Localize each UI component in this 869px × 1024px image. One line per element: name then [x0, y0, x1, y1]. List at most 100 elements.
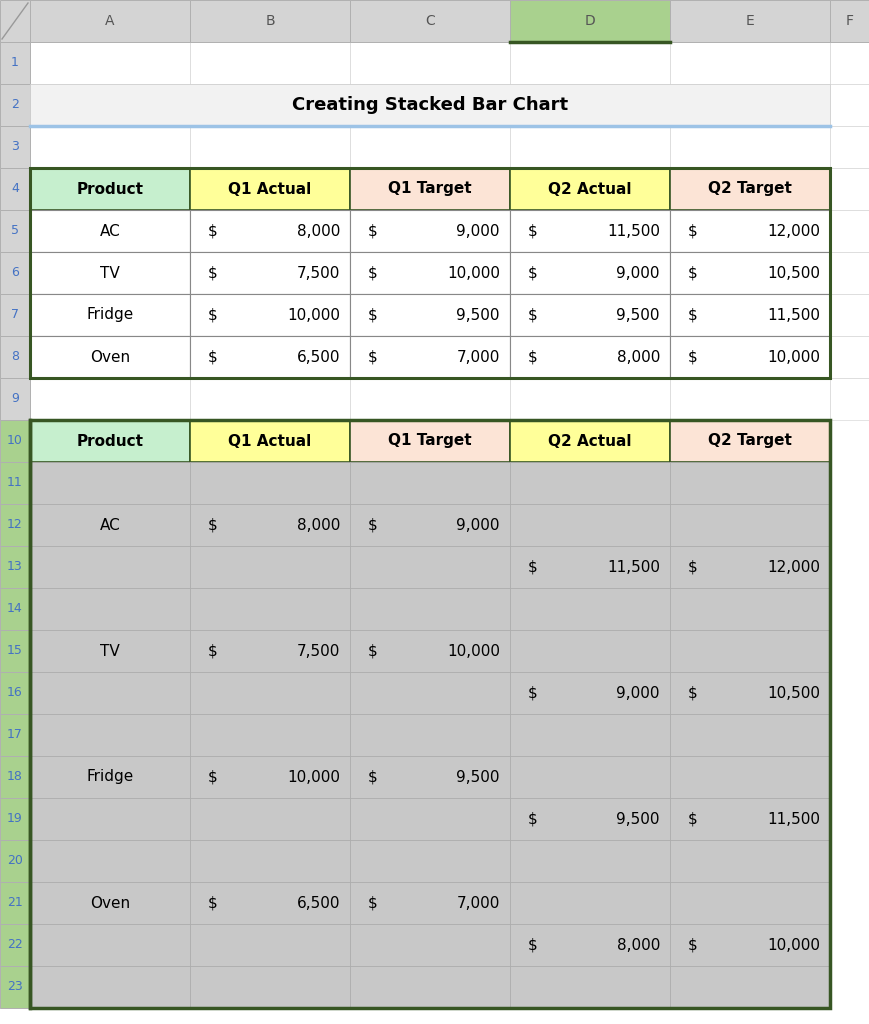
Text: 8,000: 8,000 — [296, 223, 340, 239]
Text: 10,000: 10,000 — [447, 265, 500, 281]
Bar — [0, 168, 30, 210]
Text: Q1 Target: Q1 Target — [388, 181, 471, 197]
Bar — [349, 588, 509, 630]
Text: 12,000: 12,000 — [766, 559, 819, 574]
Bar — [30, 840, 189, 882]
Bar — [669, 252, 829, 294]
Text: Fridge: Fridge — [86, 307, 134, 323]
Bar — [30, 336, 189, 378]
Text: 11,500: 11,500 — [766, 811, 819, 826]
Bar — [0, 294, 30, 336]
Bar — [0, 588, 30, 630]
Bar — [189, 252, 349, 294]
Bar — [30, 672, 189, 714]
Bar — [669, 210, 829, 252]
Text: 7,500: 7,500 — [296, 265, 340, 281]
Text: 9,500: 9,500 — [456, 769, 500, 784]
Bar — [0, 924, 30, 966]
Bar — [669, 756, 829, 798]
Bar — [0, 882, 30, 924]
Bar — [509, 882, 669, 924]
Text: 22: 22 — [7, 939, 23, 951]
Bar — [669, 294, 829, 336]
Bar — [509, 252, 669, 294]
Bar — [349, 882, 509, 924]
Bar — [669, 714, 829, 756]
Text: Q2 Target: Q2 Target — [707, 181, 791, 197]
Bar — [189, 924, 349, 966]
Bar — [829, 252, 869, 294]
Text: C: C — [425, 14, 434, 28]
Bar — [30, 168, 829, 378]
Text: 7,000: 7,000 — [456, 896, 500, 910]
Bar — [189, 168, 349, 210]
Bar — [349, 924, 509, 966]
Text: Q2 Actual: Q2 Actual — [547, 181, 631, 197]
Bar — [509, 966, 669, 1008]
Bar — [829, 42, 869, 84]
Bar — [669, 504, 829, 546]
Bar — [829, 294, 869, 336]
Text: $: $ — [368, 265, 377, 281]
Text: $: $ — [368, 517, 377, 532]
Bar — [349, 630, 509, 672]
Text: 16: 16 — [7, 686, 23, 699]
Bar — [0, 252, 30, 294]
Text: 14: 14 — [7, 602, 23, 615]
Bar — [669, 252, 829, 294]
Text: $: $ — [527, 811, 537, 826]
Text: $: $ — [527, 349, 537, 365]
Bar — [189, 714, 349, 756]
Bar — [509, 252, 669, 294]
Text: $: $ — [368, 769, 377, 784]
Text: $: $ — [687, 938, 697, 952]
Bar — [189, 210, 349, 252]
Text: 9,500: 9,500 — [616, 307, 660, 323]
Text: 12: 12 — [7, 518, 23, 531]
Text: 9,500: 9,500 — [456, 307, 500, 323]
Bar — [30, 336, 189, 378]
Text: 9,000: 9,000 — [616, 265, 660, 281]
Bar — [189, 840, 349, 882]
Bar — [30, 84, 189, 126]
Bar — [669, 84, 829, 126]
Bar — [30, 882, 189, 924]
Text: Oven: Oven — [90, 349, 129, 365]
Text: 9,000: 9,000 — [616, 685, 660, 700]
Bar — [349, 420, 509, 462]
Bar — [349, 504, 509, 546]
Text: 10,000: 10,000 — [287, 769, 340, 784]
Text: Q1 Actual: Q1 Actual — [228, 181, 311, 197]
Bar — [669, 882, 829, 924]
Text: $: $ — [527, 265, 537, 281]
Text: 2: 2 — [11, 98, 19, 112]
Bar — [0, 0, 30, 42]
Bar — [349, 714, 509, 756]
Bar — [669, 42, 829, 84]
Text: $: $ — [208, 349, 217, 365]
Bar — [189, 336, 349, 378]
Text: $: $ — [687, 265, 697, 281]
Text: F: F — [845, 14, 853, 28]
Text: 11,500: 11,500 — [607, 223, 660, 239]
Text: Oven: Oven — [90, 896, 129, 910]
Text: 10,000: 10,000 — [766, 349, 819, 365]
Bar — [30, 798, 189, 840]
Bar — [30, 252, 189, 294]
Bar — [0, 84, 30, 126]
Text: Q1 Target: Q1 Target — [388, 433, 471, 449]
Bar — [30, 966, 189, 1008]
Bar — [509, 840, 669, 882]
Text: $: $ — [527, 223, 537, 239]
Bar — [509, 336, 669, 378]
Bar — [189, 756, 349, 798]
Bar — [669, 294, 829, 336]
Bar — [669, 462, 829, 504]
Text: $: $ — [368, 896, 377, 910]
Bar — [349, 294, 509, 336]
Text: Product: Product — [76, 433, 143, 449]
Bar — [509, 294, 669, 336]
Text: Q2 Target: Q2 Target — [707, 433, 791, 449]
Bar — [349, 966, 509, 1008]
Bar — [349, 336, 509, 378]
